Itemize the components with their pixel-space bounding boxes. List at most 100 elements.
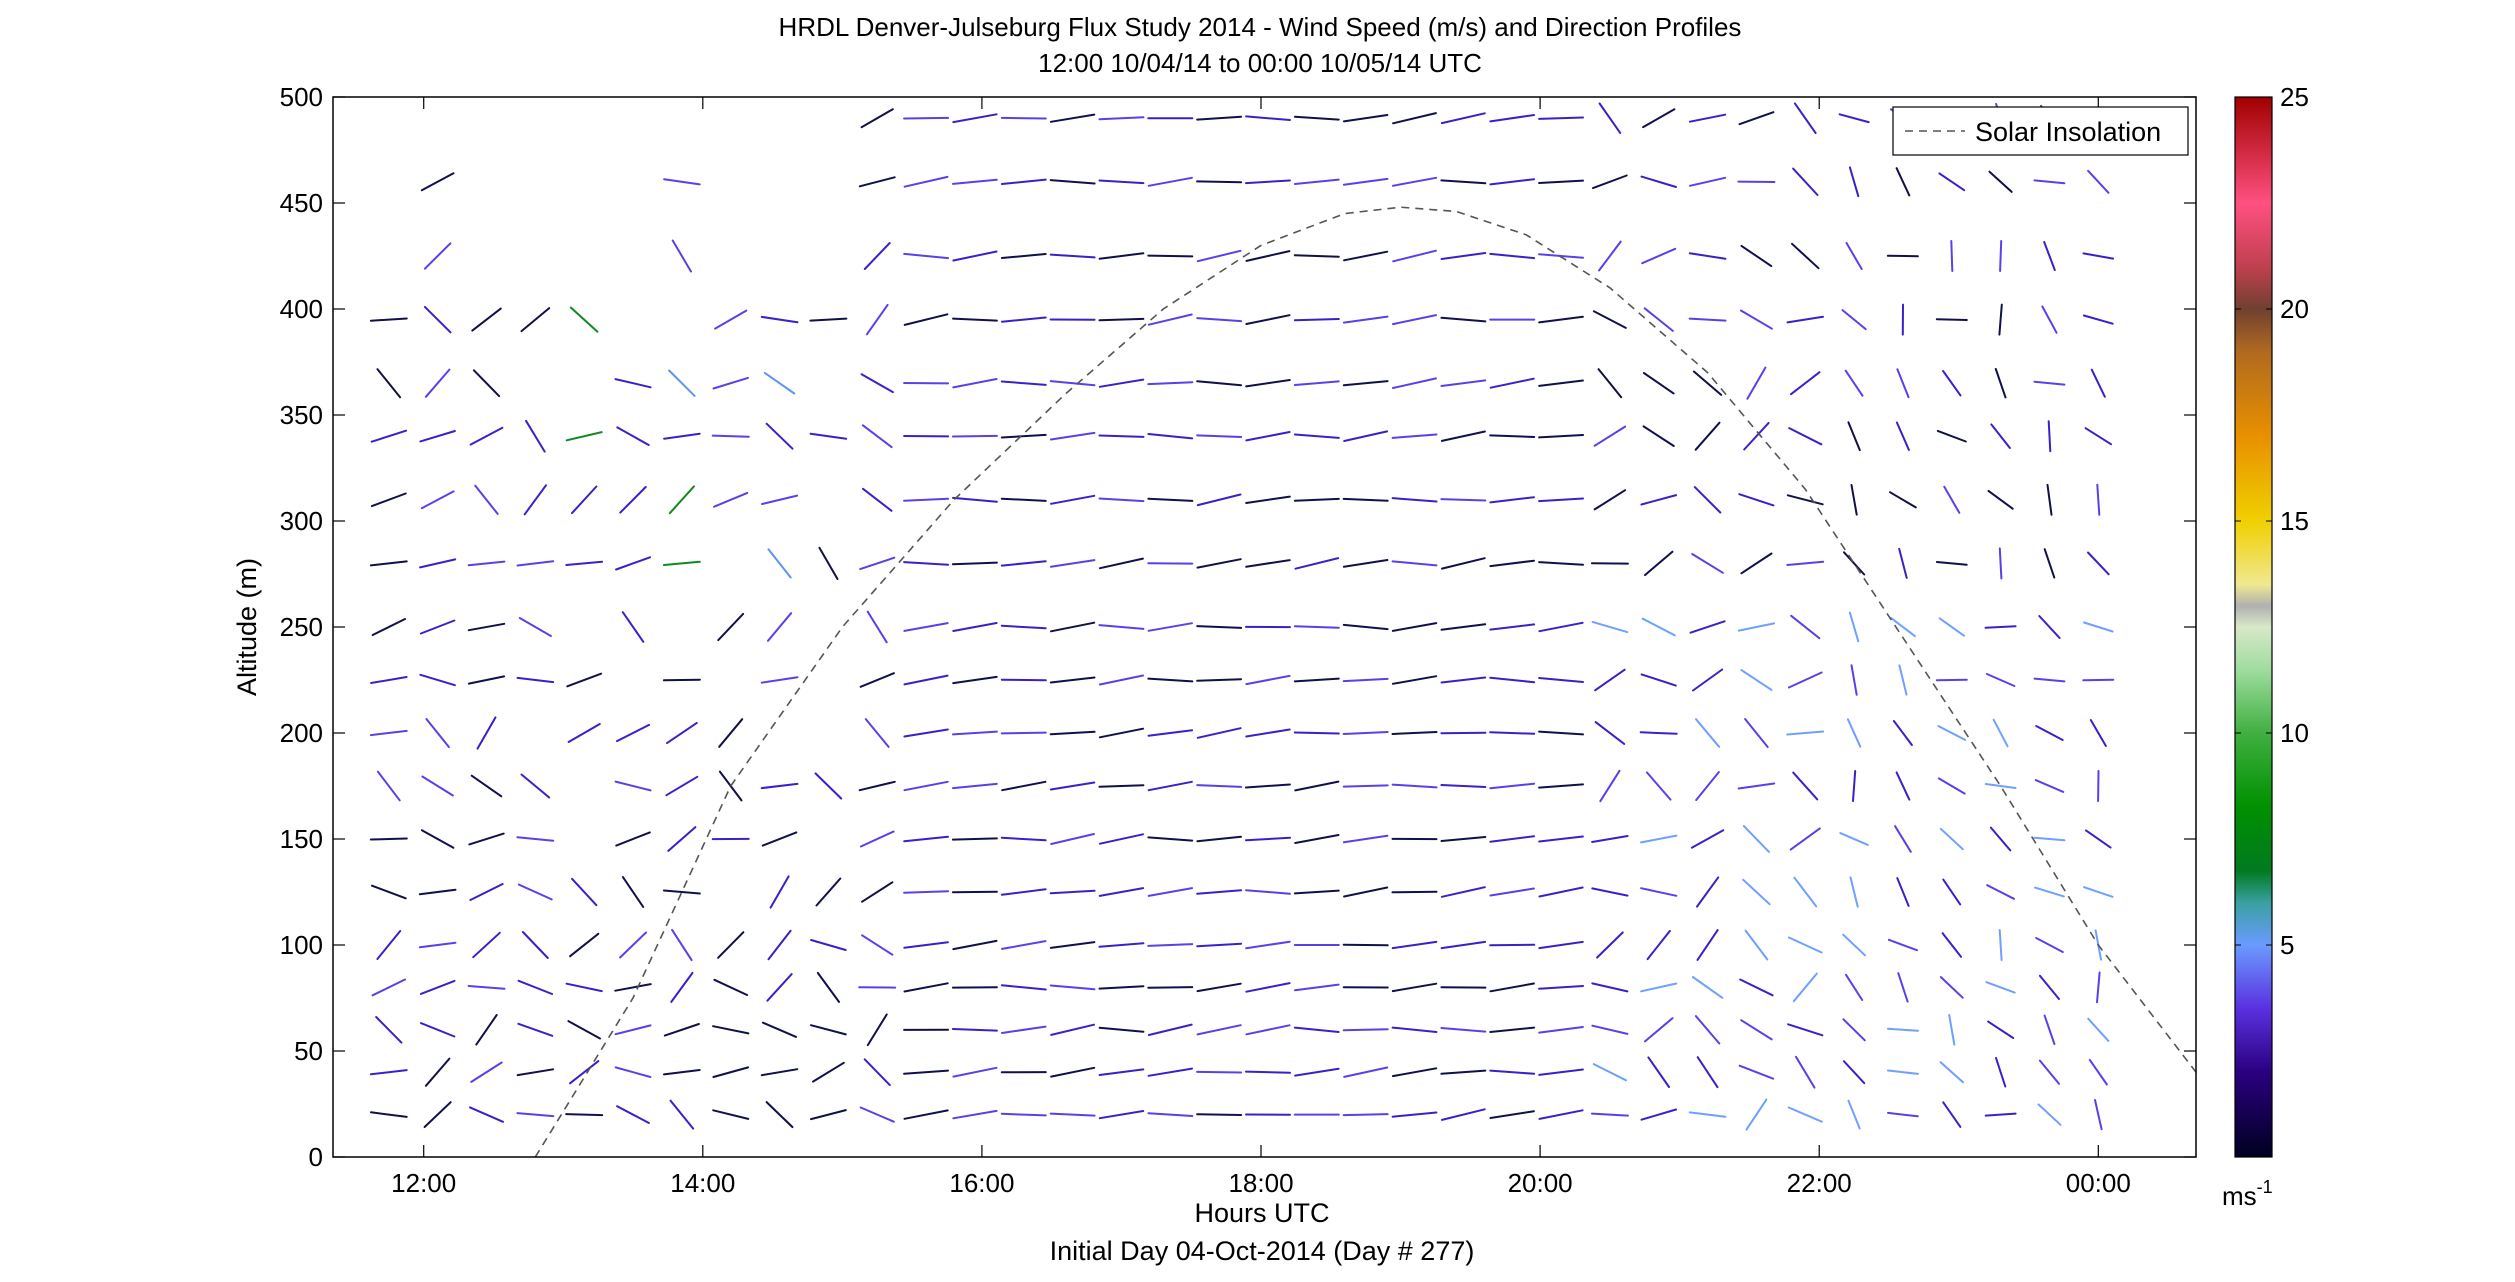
x-tick-label: 18:00: [1228, 1168, 1293, 1198]
wind-vector: [2034, 886, 2065, 898]
wind-vector: [1342, 1113, 1389, 1117]
wind-vector: [1742, 878, 1771, 906]
wind-vector: [762, 1021, 798, 1038]
wind-vector: [1688, 317, 1727, 322]
wind-vector: [517, 1022, 554, 1037]
wind-vector: [1245, 783, 1291, 789]
wind-vector: [2094, 1099, 2103, 1131]
wind-vector: [712, 1025, 750, 1035]
wind-vector: [1294, 1067, 1340, 1077]
wind-vector: [951, 837, 998, 841]
wind-vector: [1992, 718, 2009, 748]
wind-vector: [1896, 877, 1910, 907]
wind-vector: [1049, 781, 1096, 791]
colorbar-unit-exp: -1: [2257, 1177, 2273, 1197]
wind-vector: [1985, 673, 2016, 687]
wind-vector: [1049, 984, 1096, 991]
wind-vector: [1196, 1024, 1242, 1036]
wind-vector: [517, 979, 554, 995]
wind-vector: [424, 1057, 451, 1087]
wind-vector: [1938, 172, 1966, 192]
wind-vector: [903, 728, 949, 738]
wind-vector: [1538, 985, 1584, 990]
wind-vector: [1641, 247, 1677, 265]
wind-vector: [1099, 557, 1144, 570]
wind-vector: [952, 1109, 998, 1120]
wind-vector: [1642, 108, 1676, 129]
wind-vector: [666, 721, 698, 745]
wind-vector: [1391, 675, 1438, 685]
wind-vector: [520, 307, 551, 333]
wind-vector: [1293, 178, 1340, 185]
chart-subtitle: 12:00 10/04/14 to 00:00 10/05/14 UTC: [1038, 48, 1482, 78]
chart-title: HRDL Denver-Julseburg Flux Study 2014 - …: [779, 12, 1742, 42]
wind-vector: [663, 178, 701, 186]
wind-vector: [1000, 116, 1047, 120]
wind-vector: [1841, 309, 1867, 331]
wind-vector: [1147, 1067, 1193, 1077]
wind-vector: [1892, 720, 1913, 746]
wind-vector: [2035, 937, 2064, 953]
wind-vector: [616, 426, 650, 446]
wind-vector: [1848, 611, 1860, 643]
wind-vector: [1598, 102, 1622, 134]
wind-vector: [1245, 836, 1291, 842]
wind-vector: [862, 487, 893, 512]
wind-vector: [1489, 943, 1536, 947]
wind-vector: [1939, 827, 1964, 851]
wind-vector: [1391, 176, 1438, 187]
wind-vector: [670, 971, 694, 1003]
wind-vector: [859, 830, 895, 848]
wind-vector: [1647, 1056, 1670, 1088]
wind-vector: [1147, 986, 1194, 989]
wind-vector: [1293, 318, 1340, 322]
wind-vector: [662, 889, 701, 895]
wind-vector: [1147, 1023, 1193, 1036]
wind-vector: [2090, 368, 2106, 398]
wind-vector: [1998, 929, 2003, 961]
wind-vector: [1342, 731, 1389, 735]
wind-vector: [1640, 1108, 1677, 1121]
axis-ticks: 0 50 100 150 200 250 300 350 400 450 500 12:00 14:00…: [280, 82, 2196, 1198]
wind-vector: [1887, 1027, 1919, 1032]
wind-vector: [1196, 625, 1243, 629]
wind-vector: [903, 561, 950, 566]
wind-vector: [1746, 366, 1767, 400]
wind-vector: [2088, 1058, 2108, 1086]
wind-vector: [1147, 836, 1194, 842]
wind-vector: [517, 883, 553, 901]
wind-vector: [615, 831, 651, 847]
wind-vector: [469, 883, 504, 901]
wind-vector: [951, 561, 998, 566]
wind-vector: [818, 546, 839, 580]
wind-vector: [1738, 1064, 1775, 1080]
wind-vector: [1489, 623, 1536, 631]
wind-vector: [1440, 676, 1487, 684]
wind-vector: [1293, 254, 1340, 258]
wind-vector: [1689, 176, 1727, 187]
wind-vector: [1294, 834, 1340, 844]
wind-vector: [1985, 981, 2016, 994]
wind-vector: [1739, 978, 1774, 997]
wind-vector: [474, 484, 499, 515]
wind-vector: [1049, 889, 1096, 895]
wind-vector: [2043, 241, 2056, 271]
wind-vector: [1440, 940, 1487, 950]
wind-vector: [1538, 1026, 1584, 1034]
wind-vector: [662, 678, 701, 682]
wind-vector: [1842, 1060, 1866, 1085]
wind-vector: [1294, 983, 1340, 992]
wind-vector: [1942, 370, 1962, 397]
wind-vector: [1000, 178, 1047, 185]
wind-vector: [375, 1016, 403, 1044]
wind-vector: [1692, 668, 1724, 692]
wind-vector: [1099, 833, 1144, 845]
wind-vector: [903, 674, 949, 686]
wind-vector: [1489, 252, 1536, 260]
wind-vector: [1489, 377, 1535, 389]
wind-vector: [1793, 102, 1817, 134]
wind-vector: [1343, 430, 1389, 442]
wind-vector: [1098, 942, 1145, 948]
solar-insolation-curve: [534, 206, 2197, 1158]
wind-vector: [1049, 113, 1096, 123]
